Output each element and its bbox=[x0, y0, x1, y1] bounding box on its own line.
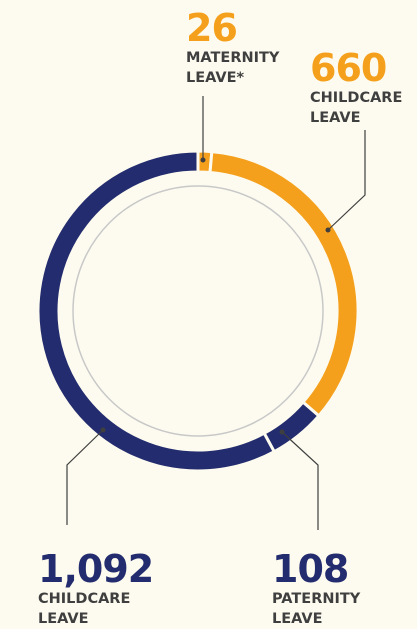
value-label: 26 bbox=[186, 6, 238, 50]
label: 660 CHILDCARE LEAVE bbox=[310, 46, 415, 128]
donut-segment bbox=[262, 399, 321, 454]
leader-dot bbox=[200, 157, 206, 163]
donut-segment bbox=[36, 149, 277, 473]
label: 26 MATERNITY LEAVE* bbox=[186, 6, 291, 88]
leader-dot bbox=[279, 429, 285, 435]
leader-line bbox=[327, 130, 366, 231]
value-label: 108 bbox=[272, 547, 349, 591]
category-label: CHILDCARE LEAVE bbox=[310, 90, 403, 126]
category-label: PATERNITY LEAVE bbox=[272, 591, 361, 627]
value-label: 660 bbox=[310, 46, 387, 90]
category-label: CHILDCARE LEAVE bbox=[38, 591, 131, 627]
leader-dot bbox=[100, 427, 106, 433]
label: 108 PATERNITY LEAVE bbox=[272, 547, 377, 629]
inner-ring bbox=[72, 185, 324, 437]
leader-line bbox=[281, 431, 319, 530]
leader-dot bbox=[325, 227, 331, 233]
leader-line bbox=[66, 429, 104, 525]
category-label: MATERNITY LEAVE* bbox=[186, 50, 280, 86]
value-label: 1,092 bbox=[38, 547, 154, 591]
label: 1,092 CHILDCARE LEAVE bbox=[38, 547, 154, 629]
